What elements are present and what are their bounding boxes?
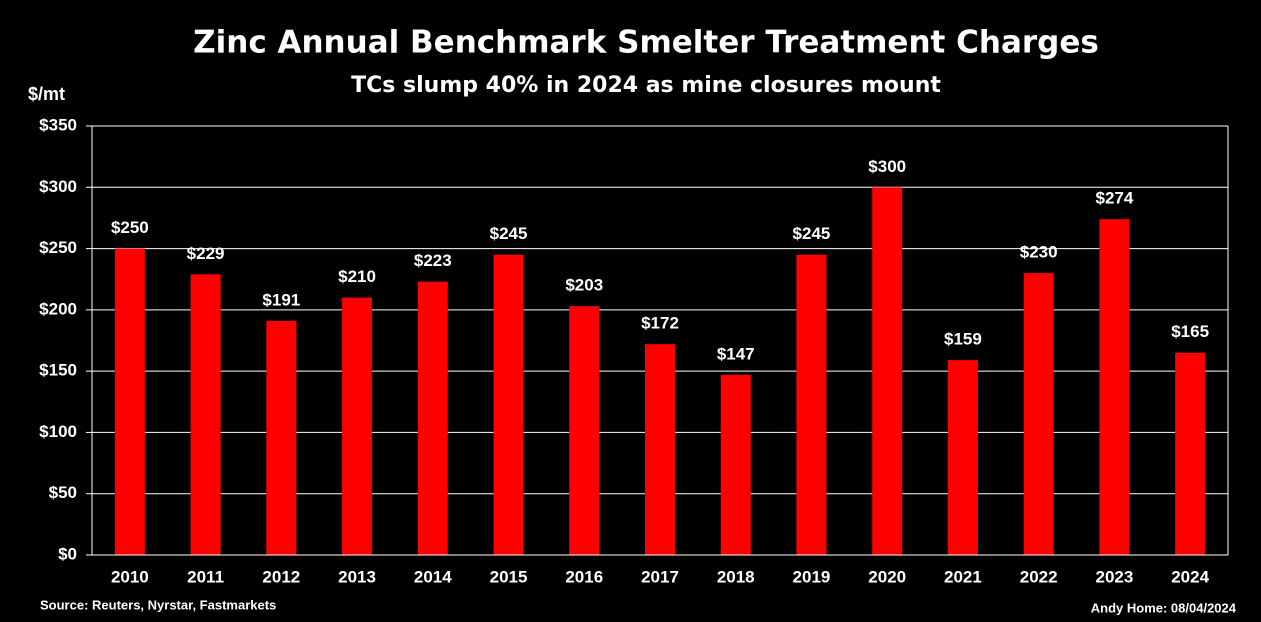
bar xyxy=(796,254,827,555)
y-tick-label: $150 xyxy=(39,361,77,380)
x-tick-label: 2023 xyxy=(1095,567,1133,586)
chart-subtitle: TCs slump 40% in 2024 as mine closures m… xyxy=(351,73,941,98)
value-label: $274 xyxy=(1095,189,1133,208)
bar xyxy=(114,248,145,556)
bar xyxy=(266,320,297,555)
bar xyxy=(342,297,373,555)
bar xyxy=(569,306,600,555)
bar xyxy=(947,360,978,555)
source-note: Source: Reuters, Nyrstar, Fastmarkets xyxy=(40,597,276,612)
bar xyxy=(417,281,448,555)
bar xyxy=(1023,273,1054,555)
value-label: $172 xyxy=(641,314,679,333)
y-axis-label: $/mt xyxy=(28,84,65,104)
value-label: $250 xyxy=(111,218,149,237)
x-tick-label: 2015 xyxy=(490,567,528,586)
value-label: $223 xyxy=(414,251,452,270)
x-tick-label: 2020 xyxy=(868,567,906,586)
value-label: $300 xyxy=(868,157,906,176)
y-tick-label: $300 xyxy=(39,177,77,196)
chart-title: Zinc Annual Benchmark Smelter Treatment … xyxy=(193,25,1099,61)
value-label: $147 xyxy=(717,344,755,363)
bar xyxy=(645,344,675,555)
value-label: $229 xyxy=(187,244,225,263)
bar xyxy=(190,274,221,555)
value-label: $230 xyxy=(1020,243,1058,262)
y-tick-label: $350 xyxy=(39,115,77,134)
value-label: $191 xyxy=(262,290,300,309)
value-label: $245 xyxy=(490,224,528,243)
credit-note: Andy Home: 08/04/2024 xyxy=(1091,600,1237,615)
x-tick-label: 2016 xyxy=(565,567,603,586)
x-tick-label: 2021 xyxy=(944,567,982,586)
x-tick-label: 2018 xyxy=(717,567,755,586)
value-label: $210 xyxy=(338,267,376,286)
value-label: $245 xyxy=(793,224,831,243)
value-label: $159 xyxy=(944,330,982,349)
x-tick-label: 2013 xyxy=(338,567,376,586)
x-tick-label: 2011 xyxy=(187,567,224,586)
y-tick-label: $0 xyxy=(58,544,77,563)
x-tick-label: 2022 xyxy=(1020,567,1058,586)
bar xyxy=(493,254,524,555)
value-label: $203 xyxy=(565,276,603,295)
x-tick-label: 2010 xyxy=(111,567,149,586)
x-tick-label: 2024 xyxy=(1171,567,1209,586)
value-label: $165 xyxy=(1171,322,1209,341)
x-tick-label: 2014 xyxy=(414,567,452,586)
x-tick-label: 2019 xyxy=(793,567,831,586)
x-tick-label: 2012 xyxy=(262,567,300,586)
y-tick-label: $200 xyxy=(39,299,77,318)
y-tick-label: $250 xyxy=(39,238,77,257)
x-tick-label: 2017 xyxy=(641,567,679,586)
y-tick-label: $100 xyxy=(39,422,77,441)
bar xyxy=(1175,352,1206,555)
bar xyxy=(720,374,751,555)
y-tick-label: $50 xyxy=(49,483,77,502)
bar xyxy=(872,187,903,556)
bar xyxy=(1099,219,1130,555)
